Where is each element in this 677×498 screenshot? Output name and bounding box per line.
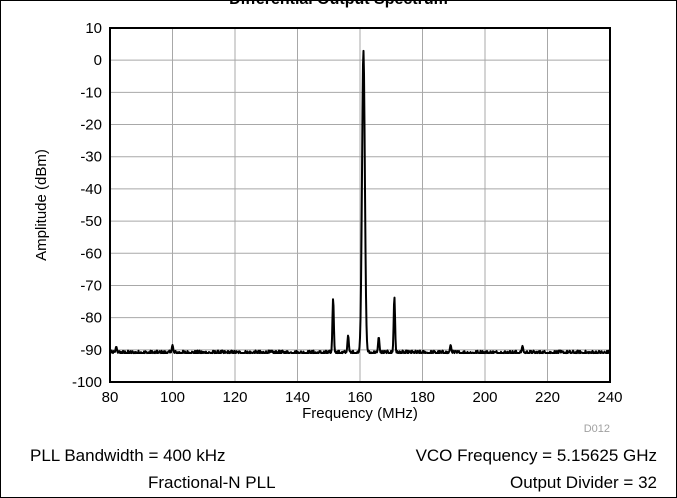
note-vco-frequency: VCO Frequency = 5.15625 GHz [415, 446, 657, 465]
y-tick-label: -60 [80, 245, 102, 262]
y-tick-label: -50 [80, 213, 102, 230]
y-tick-label: -10 [80, 84, 102, 101]
x-tick-label: 120 [222, 389, 247, 406]
y-axis-ticks: 10 0 -10 -20 -30 -40 -50 -60 -70 -80 -90 -100 [72, 20, 102, 391]
spectrum-line [109, 49, 611, 355]
y-tick-label: -40 [80, 181, 102, 198]
x-axis-ticks: 80 100 120 140 160 180 200 220 240 [102, 389, 623, 406]
x-tick-label: 180 [410, 389, 435, 406]
x-tick-label: 160 [347, 389, 372, 406]
x-tick-label: 140 [285, 389, 310, 406]
note-output-divider: Output Divider = 32 [510, 473, 657, 492]
x-tick-label: 200 [472, 389, 497, 406]
x-tick-label: 80 [102, 389, 119, 406]
y-axis-label: Amplitude (dBm) [33, 149, 50, 261]
y-tick-label: -20 [80, 117, 102, 134]
y-tick-label: -90 [80, 342, 102, 359]
figure-code: D012 [584, 423, 610, 435]
y-tick-label: -70 [80, 277, 102, 294]
x-tick-label: 240 [597, 389, 622, 406]
x-tick-label: 220 [535, 389, 560, 406]
y-tick-label: -30 [80, 149, 102, 166]
note-pll-bandwidth: PLL Bandwidth = 400 kHz [30, 446, 226, 465]
x-axis-label: Frequency (MHz) [302, 405, 418, 422]
grid [110, 28, 610, 382]
chart-title: Differential Output Spectrum [0, 0, 677, 9]
y-tick-label: 10 [85, 20, 102, 37]
plot-area-border [109, 27, 611, 383]
y-tick-label: -100 [72, 374, 102, 391]
x-tick-label: 100 [160, 389, 185, 406]
y-tick-label: -80 [80, 310, 102, 327]
note-pll-type: Fractional-N PLL [148, 473, 276, 492]
y-tick-label: 0 [94, 52, 102, 69]
series-layer [109, 49, 611, 355]
